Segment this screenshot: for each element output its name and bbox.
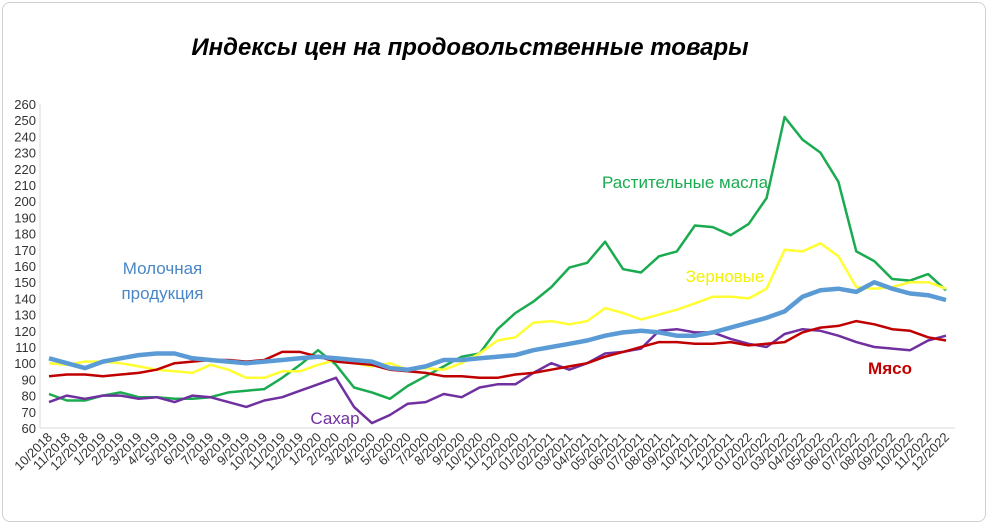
y-tick-label: 100 bbox=[14, 356, 36, 371]
y-tick-label: 230 bbox=[14, 146, 36, 161]
y-tick-label: 90 bbox=[22, 372, 36, 387]
series-line bbox=[48, 115, 947, 402]
y-tick-label: 130 bbox=[14, 308, 36, 323]
series-line bbox=[48, 327, 947, 425]
series-line bbox=[48, 242, 947, 380]
y-tick-label: 200 bbox=[14, 194, 36, 209]
y-tick-label: 190 bbox=[14, 210, 36, 225]
y-tick-label: 220 bbox=[14, 162, 36, 177]
y-tick-label: 60 bbox=[22, 421, 36, 436]
y-tick-label: 80 bbox=[22, 389, 36, 404]
series-label: Растительные масла bbox=[601, 173, 769, 192]
y-tick-label: 260 bbox=[14, 97, 36, 112]
series-line bbox=[48, 279, 947, 372]
y-tick-label: 120 bbox=[14, 324, 36, 339]
series-label: Сахар bbox=[310, 409, 360, 428]
y-tick-label: 240 bbox=[14, 129, 36, 144]
y-tick-label: 140 bbox=[14, 291, 36, 306]
series-label: Молочная продукция bbox=[121, 259, 204, 303]
y-tick-label: 250 bbox=[14, 113, 36, 128]
y-tick-label: 180 bbox=[14, 227, 36, 242]
y-tick-label: 210 bbox=[14, 178, 36, 193]
chart-title: Индексы цен на продовольственные товары bbox=[191, 34, 749, 61]
y-tick-label: 150 bbox=[14, 275, 36, 290]
y-tick-label: 70 bbox=[22, 405, 36, 420]
series-label: Зерновые bbox=[685, 267, 765, 286]
y-tick-label: 110 bbox=[15, 340, 36, 355]
y-tick-label: 160 bbox=[14, 259, 36, 274]
series-label: Мясо bbox=[868, 359, 912, 378]
y-tick-label: 170 bbox=[14, 243, 36, 258]
